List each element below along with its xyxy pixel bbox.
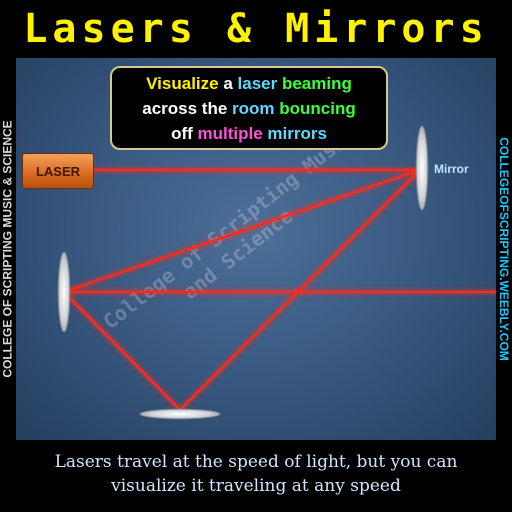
laser-beams <box>63 168 496 411</box>
footer-line-1: Lasers travel at the speed of light, but… <box>54 452 458 472</box>
caption-word: off <box>171 124 198 143</box>
page-title: Lasers & Mirrors <box>23 6 489 52</box>
mirror-label: Mirror <box>434 162 469 176</box>
beam-bottom-to-top-mirror <box>179 169 421 411</box>
title-bar: Lasers & Mirrors <box>0 0 512 58</box>
caption-word: Visualize <box>146 74 224 93</box>
bottom-mirror <box>139 408 221 420</box>
caption-word: a <box>223 74 238 93</box>
laser-label: LASER <box>35 163 81 179</box>
laser-device <box>22 153 94 189</box>
caption-line-3: off multiple mirrors <box>112 121 386 146</box>
footer-line-2: visualize it traveling at any speed <box>111 476 401 496</box>
caption-line-1: Visualize a laser beaming <box>112 71 386 96</box>
caption-word: laser <box>237 74 282 93</box>
caption-word: mirrors <box>267 124 327 143</box>
footer: Lasers travel at the speed of light, but… <box>0 440 512 512</box>
caption-word: room <box>232 99 280 118</box>
top-right-mirror <box>415 125 429 211</box>
watermark-line-1: College of Scripting Music <box>98 122 359 334</box>
watermark: College of Scripting Music and Science <box>98 122 359 334</box>
caption-word: multiple <box>197 124 268 143</box>
caption-word: beaming <box>281 74 352 93</box>
caption-word: bouncing <box>279 99 356 118</box>
left-mirror <box>57 251 71 333</box>
caption-word: across the <box>142 99 233 118</box>
caption-line-2: across the room bouncing <box>112 96 386 121</box>
beam-top-to-left-mirror <box>63 168 421 294</box>
beam-left-to-bottom-mirror <box>63 291 181 411</box>
caption-box: Visualize a laser beaming across the roo… <box>110 66 388 150</box>
